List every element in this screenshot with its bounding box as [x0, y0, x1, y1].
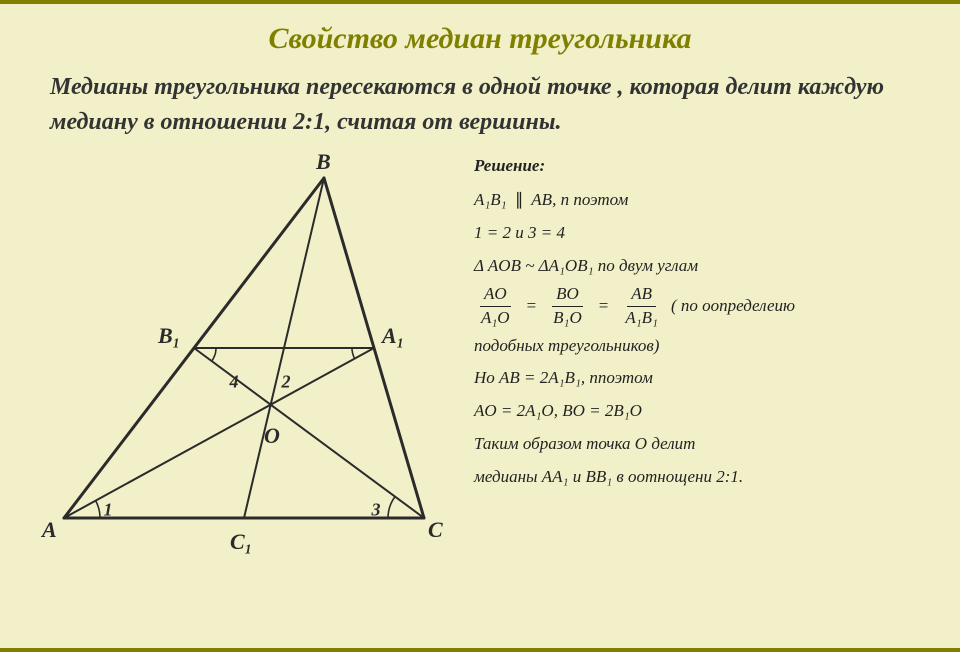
- proof-header: Решение:: [474, 152, 936, 181]
- theorem-text: Медианы треугольника пересекаются в одно…: [0, 70, 960, 140]
- proof-line-4-tail: ( по оопределеию: [671, 292, 795, 321]
- proof-line-1: A₁B₁ ∥ AB, п поэтом: [474, 186, 936, 215]
- angle-label-4: 4: [230, 371, 239, 392]
- proof-ratio-line: AO A₁O = BO B₁O = AB A₁B₁ ( по оопределе…: [474, 285, 936, 327]
- frac-BO-B1O: BO B₁O: [549, 285, 586, 327]
- proof-line-5: подобных треугольников): [474, 332, 936, 361]
- vertex-label-C1: C₁: [230, 529, 252, 555]
- proof-line-6: Но AB = 2A₁B₁, ппоэтом: [474, 364, 936, 393]
- vertex-label-A: A: [42, 517, 57, 543]
- angle-label-3: 3: [372, 499, 381, 520]
- angle-label-2: 2: [282, 371, 291, 392]
- proof-block: Решение: A₁B₁ ∥ AB, п поэтом 1 = 2 и 3 =…: [474, 148, 936, 496]
- frac-AO-A1O: AO A₁O: [477, 285, 514, 327]
- proof-line-9: медианы AA₁ и BB₁ в оотнощени 2:1.: [474, 463, 936, 492]
- content-row: ABCA₁B₁C₁O1234 Решение: A₁B₁ ∥ AB, п поэ…: [0, 148, 960, 558]
- vertex-label-A1: A₁: [382, 323, 404, 349]
- proof-line-7: AO = 2A₁O, BO = 2B₁O: [474, 397, 936, 426]
- angle-label-1: 1: [104, 499, 113, 520]
- vertex-label-O: O: [264, 423, 280, 449]
- triangle-diagram: A B C A₁ B₁ C₁ O 1 2 3 4: [24, 148, 474, 558]
- proof-line-8: Таким образом точка O делит: [474, 430, 936, 459]
- frac-AB-A1B1: AB A₁B₁: [621, 285, 662, 327]
- segment-AB-text: AB, п поэтом: [531, 190, 628, 209]
- proof-line-2: 1 = 2 и 3 = 4: [474, 219, 936, 248]
- proof-line-3: Δ AOB ~ ΔA₁OB₁ по двум углам: [474, 252, 936, 281]
- segment-A1B1: A₁B₁: [474, 190, 507, 209]
- vertex-label-B: B: [316, 149, 331, 175]
- vertex-label-C: C: [428, 517, 443, 543]
- vertex-label-B1: B₁: [158, 323, 180, 349]
- page-title: Свойство медиан треугольника: [0, 22, 960, 56]
